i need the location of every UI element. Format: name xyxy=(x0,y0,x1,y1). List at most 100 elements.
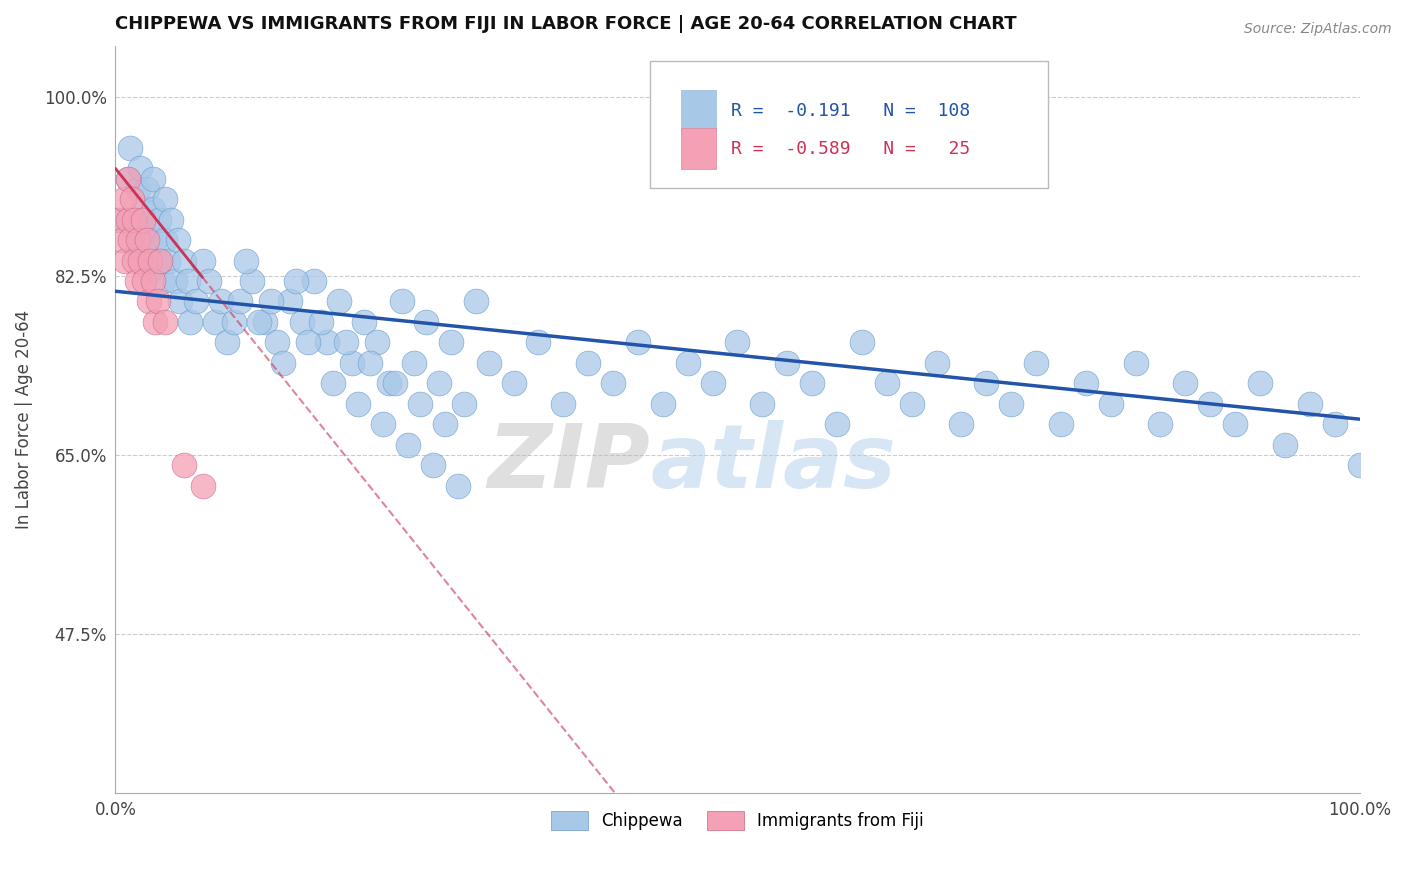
Point xyxy=(129,244,152,258)
Text: CHIPPEWA VS IMMIGRANTS FROM FIJI IN LABOR FORCE | AGE 20-64 CORRELATION CHART: CHIPPEWA VS IMMIGRANTS FROM FIJI IN LABO… xyxy=(115,15,1017,33)
Point xyxy=(138,294,160,309)
Point xyxy=(1099,397,1122,411)
Point xyxy=(273,356,295,370)
Point xyxy=(1074,376,1097,391)
Point xyxy=(440,335,463,350)
Point xyxy=(229,294,252,309)
Point xyxy=(627,335,650,350)
Point xyxy=(127,182,149,196)
Point xyxy=(122,253,145,268)
Point xyxy=(900,397,922,411)
Point xyxy=(1149,417,1171,432)
Point xyxy=(297,335,319,350)
Point xyxy=(478,356,501,370)
Text: atlas: atlas xyxy=(651,420,896,508)
Point xyxy=(776,356,799,370)
Point xyxy=(1174,376,1197,391)
Point xyxy=(304,274,326,288)
Text: R =  -0.589   N =   25: R = -0.589 N = 25 xyxy=(731,140,970,158)
Point xyxy=(825,417,848,432)
Point xyxy=(117,171,139,186)
Point xyxy=(166,233,188,247)
Point xyxy=(402,356,425,370)
Point xyxy=(434,417,457,432)
FancyBboxPatch shape xyxy=(682,90,716,131)
Point xyxy=(155,233,177,247)
Point xyxy=(1223,417,1246,432)
Point xyxy=(1348,458,1371,473)
Point xyxy=(284,274,307,288)
Point xyxy=(132,274,155,288)
Point xyxy=(1199,397,1222,411)
Point xyxy=(122,223,145,237)
Point xyxy=(676,356,699,370)
Point xyxy=(371,417,394,432)
Point xyxy=(1249,376,1271,391)
Point xyxy=(253,315,276,329)
Point xyxy=(143,315,166,329)
Point xyxy=(465,294,488,309)
Point xyxy=(974,376,997,391)
Point xyxy=(114,253,136,268)
Point xyxy=(950,417,973,432)
Point xyxy=(139,253,162,268)
Point xyxy=(240,274,263,288)
Point xyxy=(155,315,177,329)
Point xyxy=(278,294,301,309)
Point xyxy=(142,202,165,217)
Point xyxy=(391,294,413,309)
Point xyxy=(260,294,283,309)
Point xyxy=(142,171,165,186)
Point xyxy=(120,141,142,155)
Point xyxy=(309,315,332,329)
Point xyxy=(122,212,145,227)
Point xyxy=(1125,356,1147,370)
Point xyxy=(139,264,162,278)
Text: Source: ZipAtlas.com: Source: ZipAtlas.com xyxy=(1244,22,1392,37)
Point xyxy=(340,356,363,370)
Point xyxy=(169,294,191,309)
Point xyxy=(125,274,148,288)
Point xyxy=(129,161,152,176)
Point xyxy=(502,376,524,391)
Point xyxy=(176,274,198,288)
Point xyxy=(165,274,187,288)
Point xyxy=(366,335,388,350)
Point xyxy=(135,233,157,247)
Point xyxy=(727,335,749,350)
Point xyxy=(1299,397,1322,411)
Point xyxy=(160,212,183,227)
Point xyxy=(353,315,375,329)
Y-axis label: In Labor Force | Age 20-64: In Labor Force | Age 20-64 xyxy=(15,310,32,529)
Point xyxy=(121,192,143,206)
Point xyxy=(204,315,226,329)
Point xyxy=(127,233,149,247)
Point xyxy=(602,376,624,391)
Point xyxy=(925,356,948,370)
Point xyxy=(384,376,406,391)
Point xyxy=(409,397,432,411)
Point xyxy=(117,171,139,186)
Point xyxy=(453,397,475,411)
Point xyxy=(235,253,257,268)
Point xyxy=(322,376,344,391)
FancyBboxPatch shape xyxy=(651,61,1049,187)
Text: R =  -0.191   N =  108: R = -0.191 N = 108 xyxy=(731,102,970,120)
Point xyxy=(135,223,157,237)
Point xyxy=(108,212,131,227)
Point xyxy=(1025,356,1047,370)
Point xyxy=(446,478,468,492)
Point xyxy=(179,315,201,329)
Point xyxy=(1274,438,1296,452)
Point xyxy=(247,315,270,329)
Point xyxy=(132,212,155,227)
Point xyxy=(217,335,239,350)
Point xyxy=(155,192,177,206)
Point xyxy=(191,478,214,492)
Point xyxy=(148,253,170,268)
Point xyxy=(396,438,419,452)
Point xyxy=(851,335,873,350)
Point xyxy=(751,397,773,411)
Point xyxy=(112,192,135,206)
Point xyxy=(291,315,314,329)
